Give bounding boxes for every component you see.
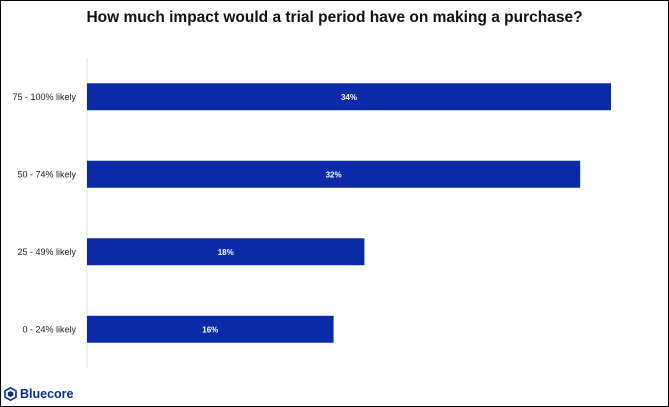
bars-group: 75 - 100% likely 34% 50 - 74% likely 32% 25 … (12, 83, 611, 343)
data-label-1: 32% (326, 170, 342, 179)
data-label-3: 16% (202, 325, 218, 334)
bluecore-logo-text: Bluecore (20, 387, 74, 401)
chart-title: How much impact would a trial period hav… (86, 9, 583, 26)
bar-1 (87, 160, 581, 188)
bar-3 (87, 315, 334, 343)
data-label-2: 18% (218, 248, 234, 257)
bluecore-logo: Bluecore (4, 387, 74, 401)
bar-0 (87, 83, 611, 111)
bluecore-logo-icon (4, 387, 17, 401)
category-label-1: 50 - 74% likely (17, 169, 76, 179)
category-label-2: 25 - 49% likely (17, 247, 76, 257)
category-label-0: 75 - 100% likely (12, 92, 76, 102)
bar-2 (87, 238, 365, 266)
data-label-0: 34% (341, 93, 357, 102)
category-label-3: 0 - 24% likely (22, 324, 76, 334)
